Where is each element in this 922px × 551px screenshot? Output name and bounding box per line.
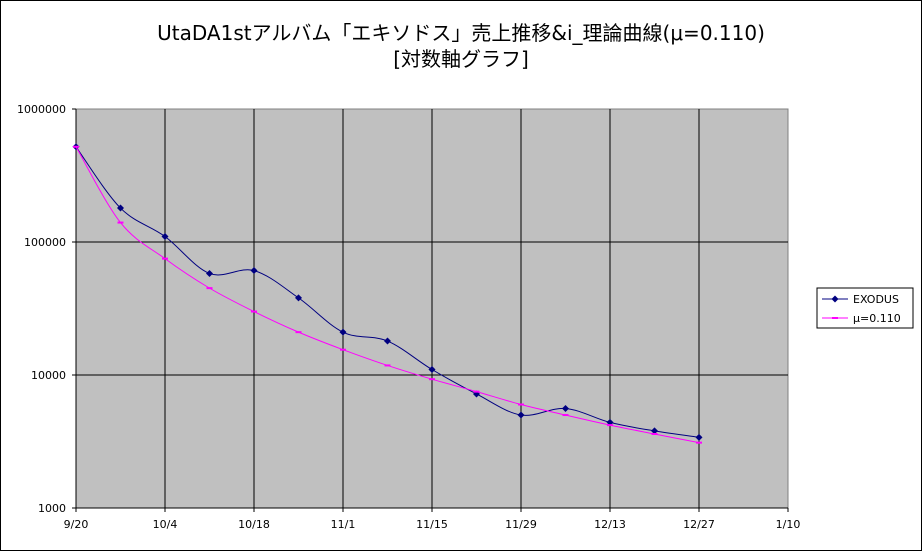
x-tick-label: 11/15 <box>416 518 448 531</box>
x-tick-label: 12/27 <box>683 518 715 531</box>
data-point <box>428 365 436 373</box>
data-point <box>339 328 347 336</box>
x-tick-label: 11/29 <box>505 518 537 531</box>
legend-box <box>816 287 914 329</box>
x-tick-label: 10/4 <box>153 518 178 531</box>
x-tick-label: 12/13 <box>594 518 626 531</box>
y-tick-label: 1000 <box>38 502 66 515</box>
chart-subtitle: [対数軸グラフ] <box>393 47 529 71</box>
x-tick-label: 10/18 <box>238 518 270 531</box>
chart-title: UtaDA1stアルバム「エキソドス」売上推移&i_理論曲線(μ=0.110) <box>157 21 765 45</box>
legend-label: EXODUS <box>853 293 899 306</box>
data-point <box>161 232 169 240</box>
data-point <box>562 404 569 412</box>
legend-label: μ=0.110 <box>853 312 901 325</box>
data-point <box>206 269 213 277</box>
y-tick-label: 1000000 <box>17 103 66 116</box>
data-point <box>517 411 525 419</box>
y-tick-label: 100000 <box>24 236 66 249</box>
legend-marker <box>831 295 839 303</box>
data-point <box>295 294 302 302</box>
chart-title-block: UtaDA1stアルバム「エキソドス」売上推移&i_理論曲線(μ=0.110) … <box>0 20 922 72</box>
legend: EXODUS μ=0.110 <box>816 287 914 329</box>
x-tick-label: 9/20 <box>64 518 89 531</box>
y-tick-label: 10000 <box>31 369 66 382</box>
x-tick-label: 11/1 <box>331 518 356 531</box>
data-point <box>250 267 258 275</box>
axis-layer: 9/20 10/4 10/18 11/1 11/15 11/29 12/13 12/27 1/1… <box>17 103 800 531</box>
series-layer <box>72 143 703 444</box>
x-tick-label: 1/10 <box>776 518 801 531</box>
data-point <box>117 204 124 212</box>
grid-layer <box>76 109 788 508</box>
data-point <box>651 427 658 435</box>
data-point <box>384 337 391 345</box>
data-point <box>695 433 703 441</box>
